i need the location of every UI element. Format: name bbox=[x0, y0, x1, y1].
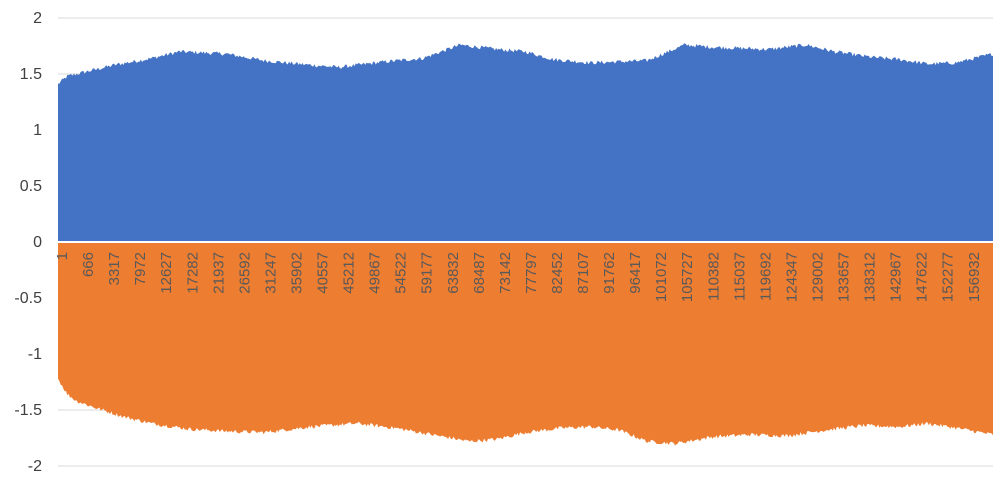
x-tick-label: 7972 bbox=[132, 252, 149, 285]
x-tick-label: 1 bbox=[54, 252, 71, 260]
x-tick-labels: 1 666 3317 7972 12627 17282 21937 26592 31247 359… bbox=[54, 252, 983, 302]
x-tick-label: 115037 bbox=[731, 252, 748, 301]
series-negative-area bbox=[58, 242, 993, 446]
x-tick-label: 82452 bbox=[549, 252, 566, 294]
x-tick-label: 142967 bbox=[888, 252, 905, 302]
series-positive-area bbox=[58, 43, 993, 243]
x-tick-label: 77797 bbox=[523, 252, 540, 294]
x-tick-label: 152277 bbox=[940, 252, 957, 302]
y-tick-label: 1 bbox=[33, 122, 42, 139]
x-tick-label: 26592 bbox=[236, 252, 253, 294]
x-tick-label: 124347 bbox=[783, 252, 800, 302]
x-tick-label: 129002 bbox=[810, 252, 827, 302]
y-tick-label: -1.5 bbox=[14, 402, 42, 419]
y-tick-label: -2 bbox=[28, 458, 42, 475]
y-tick-label: -0.5 bbox=[14, 290, 42, 307]
x-tick-label: 49867 bbox=[367, 252, 384, 294]
x-tick-label: 63832 bbox=[445, 252, 462, 294]
y-tick-label: 1.5 bbox=[20, 66, 42, 83]
x-tick-label: 96417 bbox=[627, 252, 644, 294]
y-tick-label: 0 bbox=[33, 234, 42, 251]
x-tick-label: 119692 bbox=[757, 252, 774, 301]
x-tick-label: 105727 bbox=[679, 252, 696, 302]
x-tick-label: 3317 bbox=[106, 252, 123, 285]
x-tick-label: 87107 bbox=[575, 252, 592, 294]
series-areas bbox=[58, 43, 993, 446]
x-tick-label: 91762 bbox=[601, 252, 618, 294]
x-tick-label: 12627 bbox=[158, 252, 175, 294]
x-tick-label: 68487 bbox=[471, 252, 488, 294]
x-tick-label: 133657 bbox=[836, 252, 853, 302]
y-tick-label: -1 bbox=[28, 346, 42, 363]
y-tick-label: 0.5 bbox=[20, 178, 42, 195]
x-tick-label: 45212 bbox=[341, 252, 358, 294]
x-tick-label: 147622 bbox=[914, 252, 931, 302]
x-tick-label: 35902 bbox=[289, 252, 306, 294]
x-tick-label: 59177 bbox=[419, 252, 436, 294]
x-tick-label: 40557 bbox=[315, 252, 332, 294]
x-tick-label: 31247 bbox=[262, 252, 279, 294]
x-tick-label: 54522 bbox=[393, 252, 410, 294]
x-tick-label: 666 bbox=[80, 252, 97, 277]
x-tick-label: 21937 bbox=[210, 252, 227, 294]
x-tick-label: 156932 bbox=[966, 252, 983, 302]
x-tick-label: 138312 bbox=[862, 252, 879, 302]
x-tick-label: 101072 bbox=[653, 252, 670, 302]
x-tick-label: 73142 bbox=[497, 252, 514, 294]
y-tick-label: 2 bbox=[33, 10, 42, 27]
x-tick-label: 110382 bbox=[705, 252, 722, 301]
x-tick-label: 17282 bbox=[184, 252, 201, 294]
y-tick-labels: 2 1.5 1 0.5 0 -0.5 -1 -1.5 -2 bbox=[14, 10, 42, 475]
